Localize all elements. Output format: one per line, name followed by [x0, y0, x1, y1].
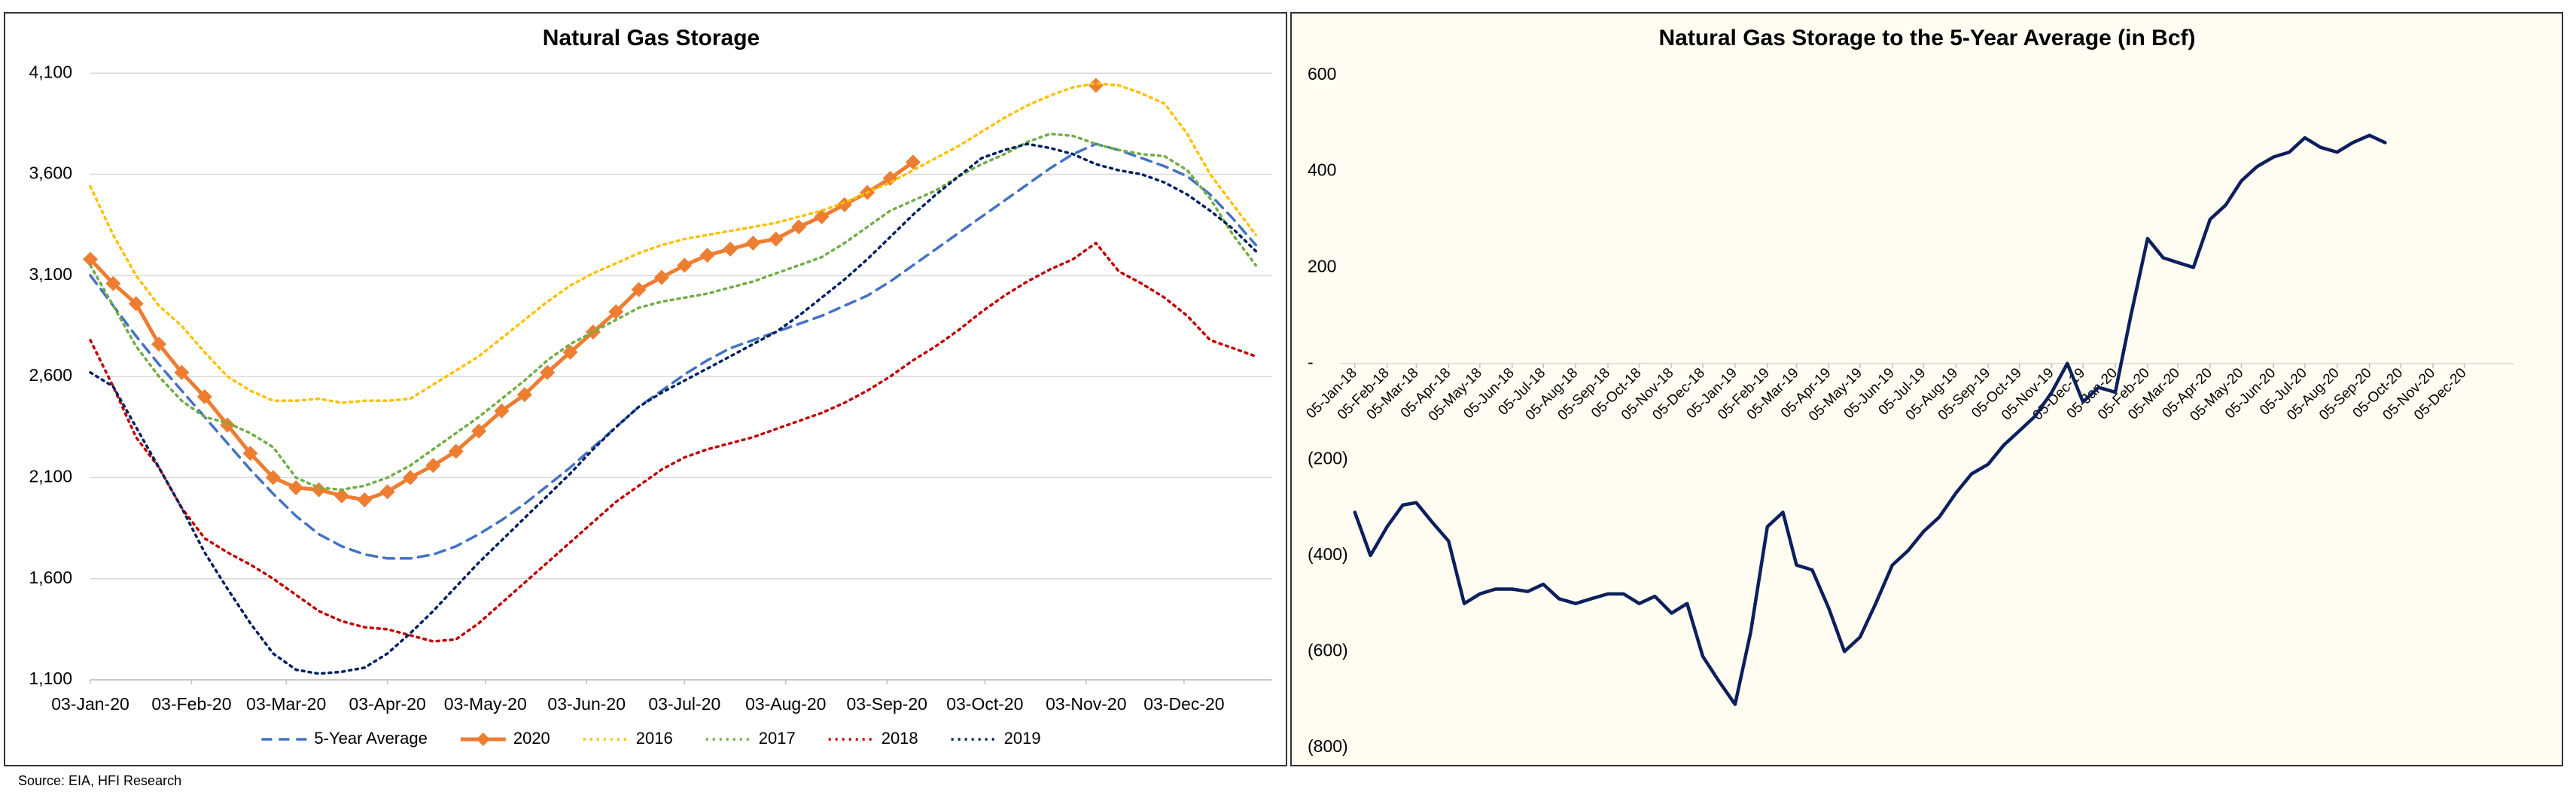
y-tick-label: 2,100 — [29, 466, 72, 486]
data-point — [494, 403, 510, 419]
data-point — [403, 470, 419, 486]
data-point — [516, 387, 532, 403]
x-tick-label: 03-Nov-20 — [1046, 694, 1126, 714]
y-tick-label: 3,100 — [29, 264, 72, 284]
y-tick-label: (400) — [1308, 544, 1348, 564]
y-tick-label: (600) — [1308, 641, 1348, 660]
source-note: Source: EIA, HFI Research — [18, 773, 181, 788]
x-tick-label: 03-Jun-20 — [547, 694, 626, 714]
legend-label: 2016 — [636, 729, 673, 748]
right-panel-frame — [1290, 12, 2563, 766]
legend: 5-Year Average 2020 2016 2017 2018 2019 — [261, 729, 1041, 748]
y-tick-label: 600 — [1308, 64, 1336, 84]
data-point — [608, 304, 624, 320]
x-tick-label: 03-Feb-20 — [151, 694, 231, 714]
x-tick-label: 03-Sep-20 — [847, 694, 927, 714]
series-line — [1353, 133, 2387, 706]
data-point — [265, 470, 281, 486]
x-tick-label: 03-Oct-20 — [946, 694, 1023, 714]
data-point — [471, 423, 487, 439]
data-point — [540, 364, 556, 380]
y-tick-label: 3,600 — [29, 163, 72, 183]
data-point — [653, 270, 669, 285]
y-tick-label: 1,100 — [29, 669, 72, 688]
data-point — [631, 282, 647, 297]
x-tick-label: 03-May-20 — [444, 694, 527, 714]
y-tick-label: 400 — [1308, 160, 1336, 180]
data-point — [882, 170, 898, 186]
x-tick-label: 03-Aug-20 — [745, 694, 826, 714]
data-point — [562, 344, 578, 360]
left-panel-frame — [4, 12, 1287, 766]
x-tick-label: 03-Jan-20 — [51, 694, 129, 714]
data-point — [128, 296, 144, 312]
data-point — [174, 364, 190, 380]
y-tick-label: (800) — [1308, 736, 1348, 756]
y-tick-label: (200) — [1308, 448, 1348, 468]
series-line — [89, 142, 1258, 675]
data-point — [768, 231, 784, 247]
series-line — [89, 81, 1258, 404]
data-point — [699, 247, 715, 263]
data-point — [196, 388, 212, 404]
legend-label: 2018 — [882, 729, 918, 748]
x-tick-label: 03-Apr-20 — [349, 694, 426, 714]
legend-label: 2020 — [513, 729, 550, 748]
data-point — [1088, 78, 1104, 93]
y-tick-label: - — [1308, 352, 1314, 372]
data-point — [105, 276, 121, 291]
y-tick-label: 2,600 — [29, 365, 72, 385]
y-tick-label: 1,600 — [29, 568, 72, 587]
legend-label: 2017 — [759, 729, 796, 748]
data-point — [745, 235, 761, 251]
series-line — [89, 242, 1258, 643]
data-point — [379, 484, 395, 500]
data-point — [791, 219, 807, 235]
y-tick-label: 4,100 — [29, 62, 72, 81]
legend-marker — [476, 733, 490, 746]
series-line — [89, 132, 1258, 492]
data-point — [333, 488, 349, 504]
data-point — [677, 257, 693, 273]
data-point — [151, 337, 167, 352]
legend-label: 2019 — [1004, 729, 1041, 748]
data-point — [357, 492, 373, 507]
y-tick-label: 200 — [1308, 256, 1336, 276]
data-point — [425, 458, 441, 474]
chart-title: Natural Gas Storage to the 5-Year Averag… — [1659, 26, 2196, 50]
chart-title: Natural Gas Storage — [543, 26, 760, 50]
data-point — [83, 251, 98, 267]
legend-label: 5-Year Average — [314, 729, 427, 748]
data-point — [448, 443, 464, 459]
series-line — [89, 142, 1258, 560]
x-tick-label: 03-Jul-20 — [648, 694, 720, 714]
data-point — [723, 241, 738, 257]
x-tick-label: 03-Dec-20 — [1143, 694, 1224, 714]
data-point — [288, 480, 304, 495]
data-point — [242, 446, 258, 461]
x-tick-label: 03-Mar-20 — [246, 694, 326, 714]
data-point — [905, 154, 921, 170]
